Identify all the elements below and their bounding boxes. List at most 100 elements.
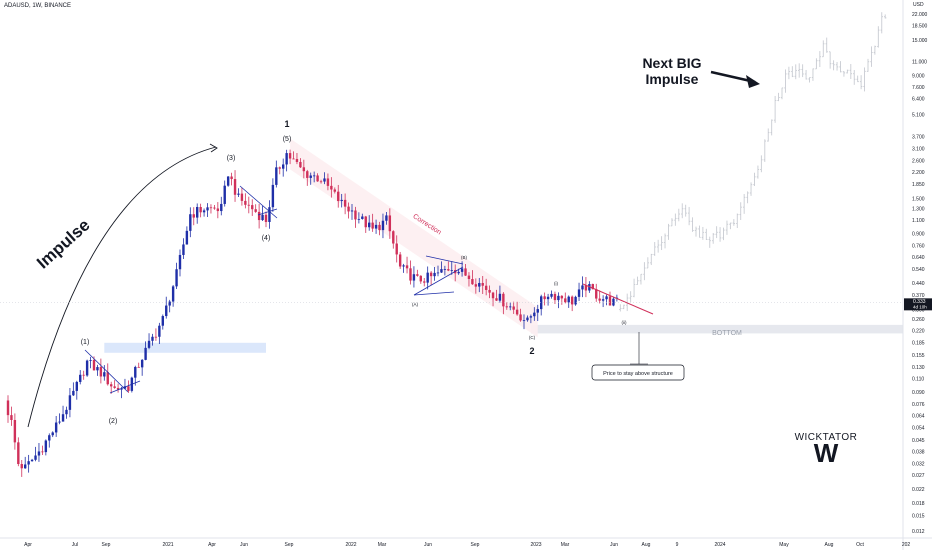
- candle-body: [533, 312, 536, 317]
- candle-body: [491, 292, 495, 299]
- candle-body: [564, 298, 567, 303]
- time-tick-label: 202: [902, 542, 911, 548]
- wave-1-label: (1): [81, 339, 90, 346]
- candle-body: [419, 275, 422, 282]
- candle-body: [85, 360, 89, 376]
- wave-4-label: (4): [262, 235, 271, 242]
- candle-body: [79, 374, 82, 382]
- candle-body: [247, 204, 250, 206]
- candle-body: [123, 386, 127, 389]
- candle-body: [37, 451, 41, 456]
- candle-body: [275, 167, 278, 185]
- time-tick-label: 2023: [530, 542, 541, 548]
- next-big-label-line1: Next BIG: [642, 55, 701, 71]
- candle-body: [6, 400, 10, 416]
- candle-body: [337, 191, 340, 202]
- candle-body: [374, 224, 378, 229]
- zones-layer: [104, 138, 903, 353]
- price-tick-label: 11.000: [912, 59, 927, 65]
- time-tick-label: Sep: [102, 542, 111, 548]
- candle-body: [588, 284, 591, 291]
- candle-body: [58, 421, 61, 423]
- wave-3-label: (3): [227, 155, 236, 162]
- candle-body: [481, 282, 484, 286]
- candle-body: [216, 208, 220, 212]
- candle-body: [488, 289, 491, 293]
- candle-body: [498, 293, 502, 301]
- time-tick-label: Oct: [856, 542, 864, 548]
- candle-body: [474, 284, 478, 287]
- candle-body: [110, 384, 113, 387]
- correction-channel: [290, 138, 538, 338]
- price-tick-label: 0.012: [912, 529, 925, 535]
- candle-body: [20, 464, 23, 469]
- candle-body: [199, 207, 202, 213]
- candle-body: [392, 231, 395, 244]
- price-tick-label: 0.760: [912, 243, 925, 249]
- candle-body: [165, 305, 168, 317]
- watermark-letter: W: [814, 438, 839, 468]
- candle-body: [326, 178, 330, 186]
- wedge-line-upper: [84, 349, 129, 393]
- candle-body: [364, 216, 367, 228]
- candle-body: [388, 215, 392, 232]
- candle-body: [423, 281, 426, 283]
- candle-body: [522, 320, 526, 322]
- candle-body: [251, 205, 254, 210]
- candle-body: [412, 274, 416, 281]
- candle-body: [288, 153, 292, 159]
- candle-body: [161, 316, 164, 326]
- candle-body: [154, 336, 158, 338]
- resistance-line: [582, 283, 654, 315]
- candle-body: [27, 461, 30, 465]
- candle-body: [416, 274, 419, 276]
- candle-body: [598, 298, 601, 301]
- time-tick-label: Aug: [642, 542, 651, 548]
- candle-body: [244, 200, 247, 205]
- candle-body: [302, 167, 306, 172]
- wedge-line-lower: [109, 380, 141, 394]
- candle-body: [502, 293, 505, 307]
- price-tick-label: 0.054: [912, 425, 925, 431]
- candle-body: [106, 372, 109, 385]
- price-tick-label: 18.500: [912, 24, 928, 30]
- candle-body: [44, 440, 48, 453]
- candle-body: [30, 459, 34, 462]
- candle-body: [550, 293, 553, 297]
- candle-body: [75, 381, 78, 391]
- candle-body: [292, 158, 295, 160]
- price-tick-label: 6.400: [912, 97, 925, 103]
- candle-body: [54, 422, 58, 433]
- candle-body: [82, 374, 85, 376]
- candle-body: [429, 272, 433, 277]
- candle-body: [299, 161, 302, 168]
- candle-body: [612, 298, 615, 306]
- candle-body: [189, 214, 192, 231]
- price-tick-label: 0.640: [912, 255, 925, 261]
- candle-body: [68, 395, 72, 410]
- candle-body: [515, 309, 519, 315]
- candle-body: [309, 175, 312, 178]
- candle-body: [285, 153, 288, 165]
- impulse-label: Impulse: [33, 215, 93, 272]
- candle-body: [134, 366, 137, 378]
- time-tick-label: 2022: [345, 542, 356, 548]
- candle-body: [333, 189, 336, 192]
- price-tick-label: 0.130: [912, 365, 925, 371]
- candle-body: [271, 184, 275, 208]
- wedge4-line-upper: [239, 185, 278, 219]
- time-tick-label: Mar: [378, 542, 387, 548]
- candle-body: [464, 268, 467, 276]
- candle-body: [526, 317, 529, 321]
- price-tick-label: 0.045: [912, 438, 925, 444]
- price-tick-label: 0.370: [912, 293, 925, 299]
- candle-body: [395, 243, 398, 255]
- candle-body: [24, 464, 27, 469]
- candle-body: [213, 207, 216, 209]
- current-price-label: 0.333: [913, 299, 926, 305]
- bottom-zone: [530, 324, 903, 334]
- wave-2-label: (2): [109, 418, 118, 425]
- candle-body: [577, 289, 581, 297]
- candle-body: [405, 265, 409, 269]
